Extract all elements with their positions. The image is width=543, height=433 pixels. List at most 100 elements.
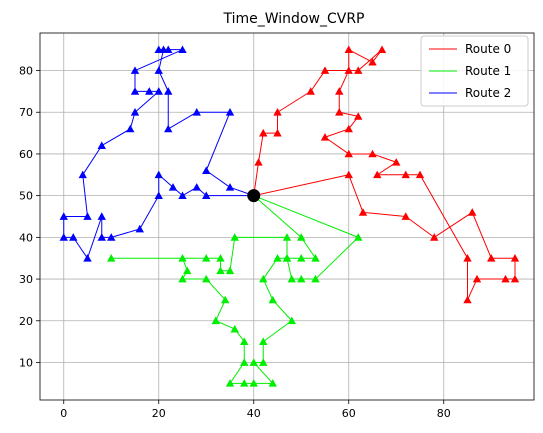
route-1-marker	[297, 274, 306, 283]
route-1-marker	[240, 379, 249, 387]
route-2-marker	[130, 108, 140, 116]
route-2-marker	[178, 45, 187, 54]
route-2-marker	[145, 87, 154, 95]
route-0-marker	[415, 170, 425, 179]
route-0-marker	[320, 133, 330, 141]
depot-layer	[247, 189, 261, 203]
route-2-marker	[178, 191, 187, 200]
route-0-marker	[463, 254, 472, 262]
route-0-series	[249, 45, 520, 304]
route-2-marker	[225, 108, 235, 116]
route-1-marker	[311, 254, 320, 262]
route-0-marker	[273, 128, 282, 137]
route-0-marker	[392, 158, 401, 166]
route-1-marker	[297, 233, 306, 241]
route-0-marker	[510, 254, 520, 262]
route-1-marker	[268, 379, 277, 387]
route-2-marker	[97, 141, 106, 149]
route-0-marker	[344, 45, 353, 54]
depot-marker	[247, 189, 261, 203]
x-tick-label: 60	[342, 407, 356, 420]
route-1-marker	[268, 295, 277, 304]
route-0-marker	[368, 149, 377, 158]
route-0-marker	[320, 66, 330, 74]
route-2-marker	[168, 183, 178, 191]
route-0-marker	[306, 87, 315, 95]
route-2-marker	[97, 212, 106, 220]
route-1-marker	[259, 337, 268, 345]
y-tick-label: 20	[19, 315, 33, 328]
route-2-marker	[164, 45, 173, 54]
route-1-marker	[240, 358, 249, 366]
route-0-marker	[344, 149, 353, 158]
route-1-marker	[107, 254, 116, 262]
route-0-line	[253, 49, 516, 301]
route-0-marker	[344, 170, 353, 179]
route-1-marker	[230, 233, 239, 241]
route-2-marker	[154, 191, 163, 200]
route-2-marker	[202, 191, 211, 200]
route-1-marker	[273, 254, 282, 262]
route-1-series	[107, 191, 363, 387]
route-1-marker	[178, 254, 187, 262]
route-2-marker	[130, 66, 140, 74]
route-0-marker	[368, 57, 377, 66]
route-0-marker	[401, 212, 410, 220]
y-tick-label: 80	[19, 65, 33, 78]
x-tick-label: 80	[437, 407, 451, 420]
y-axis: 10 20 30 40 50 60 70 80	[19, 65, 40, 369]
route-0-marker	[344, 66, 353, 74]
route-1-marker	[225, 379, 235, 387]
route-1-marker	[282, 254, 292, 262]
route-0-marker	[373, 170, 382, 179]
route-1-marker	[282, 233, 292, 241]
legend-label-route-0: Route 0	[465, 42, 511, 56]
route-1-line	[110, 195, 359, 384]
route-0-marker	[344, 124, 353, 133]
route-2-marker	[59, 212, 68, 220]
route-1-marker	[216, 266, 225, 275]
route-0-marker	[358, 208, 368, 216]
route-2-marker	[192, 183, 201, 191]
route-2-marker	[154, 87, 163, 95]
route-0-marker	[335, 87, 344, 95]
route-0-marker	[510, 274, 520, 283]
route-1-marker	[183, 266, 192, 275]
route-1-marker	[259, 358, 268, 366]
route-2-marker	[97, 233, 106, 241]
route-1-marker	[249, 358, 258, 366]
route-2-marker	[107, 233, 116, 241]
legend: Route 0 Route 1 Route 2	[420, 35, 529, 107]
route-2-marker	[83, 212, 92, 220]
route-2-marker	[192, 108, 201, 116]
route-0-marker	[487, 254, 496, 262]
legend-label-route-2: Route 2	[465, 86, 511, 100]
route-2-marker	[202, 166, 211, 174]
y-tick-label: 40	[19, 231, 33, 244]
route-1-marker	[354, 233, 363, 241]
route-2-marker	[69, 233, 78, 241]
x-tick-label: 20	[152, 407, 166, 420]
y-tick-label: 10	[19, 356, 33, 369]
route-2-marker	[130, 87, 140, 95]
route-1-marker	[249, 379, 258, 387]
route-0-marker	[377, 45, 387, 54]
legend-box	[420, 35, 529, 107]
route-0-marker	[254, 158, 263, 166]
route-2-marker	[164, 87, 173, 95]
x-tick-label: 40	[247, 407, 261, 420]
route-2-marker	[83, 254, 92, 262]
route-0-marker	[401, 170, 410, 179]
route-2-marker	[164, 124, 173, 133]
legend-label-route-1: Route 1	[465, 64, 511, 78]
route-1-marker	[178, 274, 187, 283]
route-2-marker	[154, 170, 163, 179]
route-1-marker	[202, 254, 211, 262]
route-0-marker	[354, 66, 363, 74]
route-0-marker	[472, 274, 482, 283]
route-1-marker	[221, 295, 230, 304]
route-2-marker	[78, 170, 87, 179]
route-1-marker	[259, 274, 268, 283]
x-tick-label: 0	[60, 407, 67, 420]
y-tick-label: 50	[19, 190, 33, 203]
